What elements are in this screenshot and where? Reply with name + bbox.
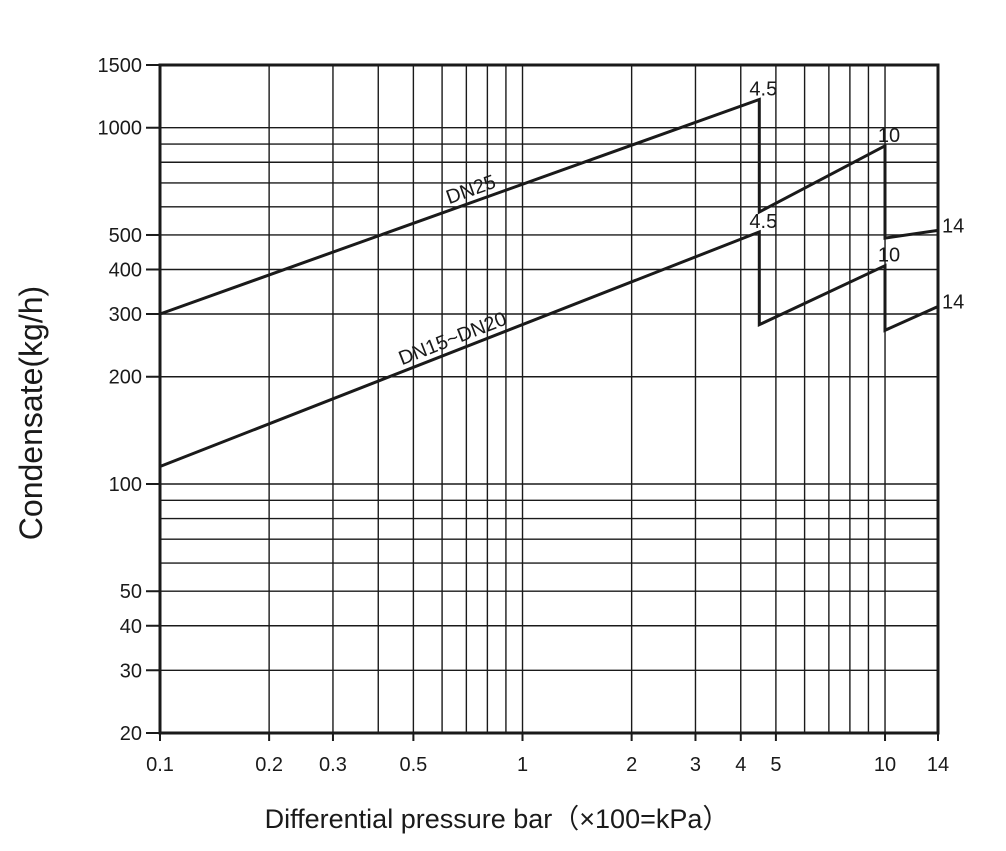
series-group xyxy=(159,97,939,468)
y-axis-ticks: 20 30 40 50 100 200 300 400 500 1000 1500 xyxy=(98,55,160,745)
breakpoint-label: 14 xyxy=(942,291,964,313)
y-tick-label: 1500 xyxy=(98,55,143,77)
y-tick-label: 300 xyxy=(109,304,142,326)
breakpoint-label: 10 xyxy=(878,245,900,267)
x-tick-label: 0.2 xyxy=(255,754,283,776)
y-tick-label: 500 xyxy=(109,225,142,247)
series-line-dn25 xyxy=(159,97,939,316)
x-tick-label: 1 xyxy=(517,754,528,776)
y-tick-label: 100 xyxy=(109,474,142,496)
series-line-dn15-dn20 xyxy=(159,229,939,468)
y-tick-label: 50 xyxy=(120,581,142,603)
y-axis-title: Condensate(kg/h) xyxy=(13,286,49,540)
x-tick-label: 0.3 xyxy=(319,754,347,776)
y-tick-label: 1000 xyxy=(98,118,143,140)
y-tick-label: 30 xyxy=(120,660,142,682)
breakpoint-label: 4.5 xyxy=(749,211,777,233)
y-tick-label: 200 xyxy=(109,367,142,389)
y-tick-label: 20 xyxy=(120,723,142,745)
x-tick-label: 3 xyxy=(690,754,701,776)
breakpoint-label: 14 xyxy=(942,215,964,237)
breakpoint-label: 4.5 xyxy=(749,79,777,101)
plot-frame xyxy=(158,63,940,735)
x-axis-title: Differential pressure bar（×100=kPa） xyxy=(265,804,730,834)
breakpoint-label: 10 xyxy=(878,125,900,147)
x-tick-label: 14 xyxy=(927,754,949,776)
x-tick-label: 10 xyxy=(874,754,896,776)
x-tick-label: 0.5 xyxy=(399,754,427,776)
x-tick-label: 5 xyxy=(770,754,781,776)
x-tick-label: 2 xyxy=(626,754,637,776)
x-axis-ticks: 0.1 0.2 0.3 0.5 1 2 3 4 5 10 14 xyxy=(146,733,949,776)
y-tick-label: 400 xyxy=(109,260,142,282)
annotations: 4.5 10 14 4.5 10 14 xyxy=(749,79,964,314)
x-tick-label: 0.1 xyxy=(146,754,174,776)
x-tick-label: 4 xyxy=(735,754,746,776)
grid xyxy=(159,64,939,734)
y-tick-label: 40 xyxy=(120,616,142,638)
